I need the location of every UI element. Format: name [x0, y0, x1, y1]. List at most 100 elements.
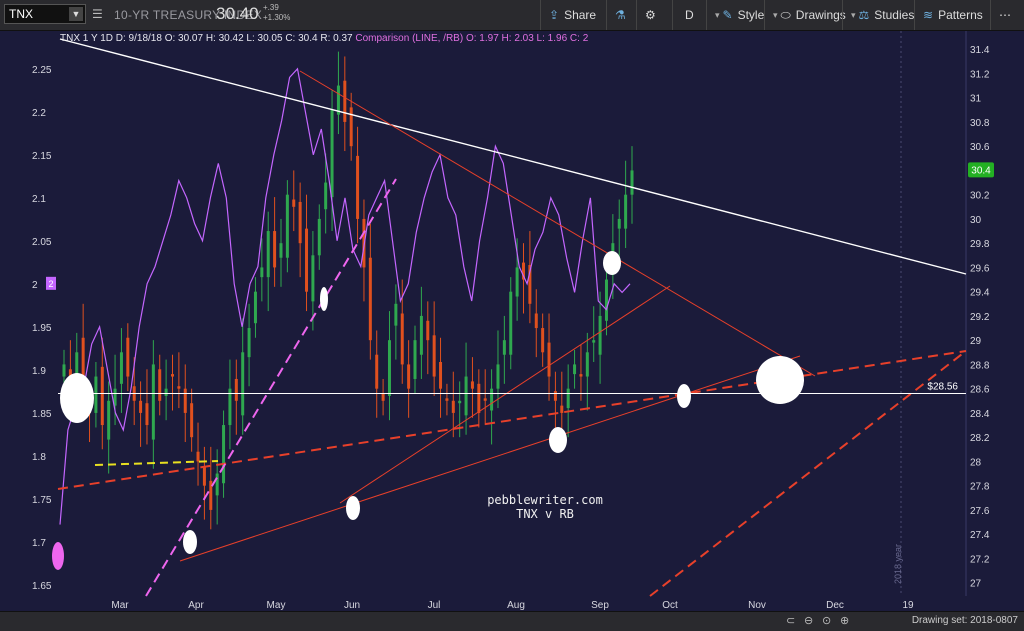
- left-tick-label: 2.25: [32, 65, 52, 76]
- candle-body: [81, 337, 85, 401]
- year-label: 2018 year: [893, 544, 903, 584]
- more-icon: ⋯: [999, 8, 1011, 22]
- candle-body: [222, 425, 226, 484]
- level-label: $28.56: [927, 382, 958, 393]
- candle-body: [330, 109, 334, 198]
- x-tick-label: Sep: [591, 600, 609, 611]
- price-chart[interactable]: 31.4 31.2 31 30.8 30.6 30.4 30.2 30 29.8 29.6 29.4…: [0, 31, 1024, 611]
- right-tick-label: 31.2: [970, 69, 990, 80]
- candle-body: [158, 369, 162, 401]
- trendline-red-lower: [179, 355, 801, 562]
- symbol-dropdown-icon[interactable]: ▼: [69, 7, 83, 21]
- style-button[interactable]: ▾ ✎ Style: [706, 0, 764, 30]
- candle-body: [113, 388, 117, 406]
- candle-body: [356, 155, 360, 219]
- more-button[interactable]: ⋯: [990, 0, 1024, 30]
- candle-body: [522, 262, 526, 280]
- symbol-input[interactable]: TNX ▼: [4, 4, 86, 24]
- left-tick-label: 2.05: [32, 237, 52, 248]
- highlight-ellipse: [549, 427, 567, 453]
- share-icon: ⇪: [549, 8, 560, 22]
- left-marker-label: 2: [48, 279, 53, 289]
- chart-area[interactable]: 31.4 31.2 31 30.8 30.6 30.4 30.2 30 29.8 29.6 29.4…: [0, 31, 1024, 611]
- candle-body: [126, 337, 130, 377]
- candle-body: [260, 267, 264, 278]
- candle-body: [285, 194, 289, 258]
- drawing-set-label: Drawing set: 2018-0807: [911, 615, 1018, 626]
- candle-body: [279, 243, 283, 258]
- right-tick-label: 30.8: [970, 118, 990, 129]
- comparison-values: Comparison (LINE, /RB) O: 1.97 H: 2.03 L…: [355, 33, 589, 44]
- zoom-reset-icon[interactable]: ⊙: [822, 615, 832, 627]
- highlight-ellipse: [756, 356, 804, 404]
- price-tag-label: 30.4: [971, 165, 991, 176]
- candle-body: [534, 313, 538, 329]
- candle-body: [528, 265, 532, 304]
- left-tick-label: 1.75: [32, 495, 52, 506]
- candle-body: [502, 340, 506, 355]
- candle-body: [553, 391, 557, 401]
- comparison-line: [59, 67, 631, 525]
- candle-body: [419, 315, 423, 355]
- candle-body: [253, 291, 257, 324]
- candle-body: [579, 374, 583, 377]
- share-button[interactable]: ⇪ Share: [540, 0, 606, 30]
- right-tick-label: 29: [970, 336, 982, 347]
- candle-body: [630, 170, 634, 195]
- symbol-text: TNX: [9, 7, 33, 21]
- watermark-caption: TNX v RB: [516, 507, 574, 521]
- left-tick-label: 2.15: [32, 151, 52, 162]
- candle-body: [234, 378, 238, 401]
- highlight-ellipse: [603, 251, 621, 275]
- period-button[interactable]: D: [672, 0, 706, 30]
- candle-body: [151, 364, 155, 440]
- candle-body: [400, 313, 404, 365]
- right-tick-label: 27.4: [970, 530, 990, 541]
- x-tick-label: Aug: [507, 600, 525, 611]
- chevron-down-icon: ▾: [773, 9, 778, 20]
- drawings-button[interactable]: ▾ ⬭ Drawings: [764, 0, 846, 30]
- zoom-in-icon[interactable]: ⊕: [840, 615, 850, 627]
- candle-body: [311, 255, 315, 302]
- candle-body: [196, 451, 200, 462]
- left-marker-badge: [46, 276, 56, 290]
- instrument-name: 10-YR TREASURY INDEX: [114, 8, 263, 22]
- flask-button[interactable]: ⚗: [606, 0, 636, 30]
- candle-body: [317, 218, 321, 256]
- right-tick-label: 27.8: [970, 482, 990, 493]
- style-icon: ✎: [722, 8, 733, 22]
- patterns-button[interactable]: ≋ Patterns: [914, 0, 990, 30]
- options-icon[interactable]: ☰: [92, 7, 103, 21]
- change-value: +.39: [263, 3, 279, 12]
- candle-body: [202, 466, 206, 486]
- candle-body: [592, 340, 596, 343]
- candle-body: [183, 388, 187, 413]
- right-tick-label: 28.8: [970, 360, 990, 371]
- chevron-down-icon: ▾: [851, 9, 856, 20]
- candle-body: [560, 405, 564, 413]
- left-tick-label: 1.85: [32, 409, 52, 420]
- x-tick-label: Oct: [662, 600, 678, 611]
- studies-icon: ⚖: [858, 8, 870, 22]
- candle-body: [547, 342, 551, 377]
- candle-body: [407, 364, 411, 389]
- candle-body: [541, 328, 545, 353]
- zoom-out-icon[interactable]: ⊖: [804, 615, 814, 627]
- right-tick-label: 28.4: [970, 409, 990, 420]
- left-tick-label: 1.8: [32, 452, 46, 463]
- candle-body: [375, 354, 379, 389]
- flask-icon: ⚗: [615, 8, 626, 22]
- candle-body: [496, 364, 500, 389]
- settings-button[interactable]: ⚙: [636, 0, 672, 30]
- candle-body: [177, 386, 181, 389]
- right-tick-label: 29.8: [970, 239, 990, 250]
- studies-button[interactable]: ▾ ⚖ Studies: [842, 0, 914, 30]
- candle-body: [273, 231, 277, 268]
- gear-icon: ⚙: [645, 8, 656, 22]
- right-tick-label: 28.2: [970, 433, 990, 444]
- candle-body: [585, 352, 589, 377]
- magnet-icon[interactable]: ⊂: [786, 615, 796, 627]
- candle-body: [451, 400, 455, 413]
- watermark: pebblewriter.com TNX v RB: [470, 493, 620, 521]
- candle-body: [94, 376, 98, 413]
